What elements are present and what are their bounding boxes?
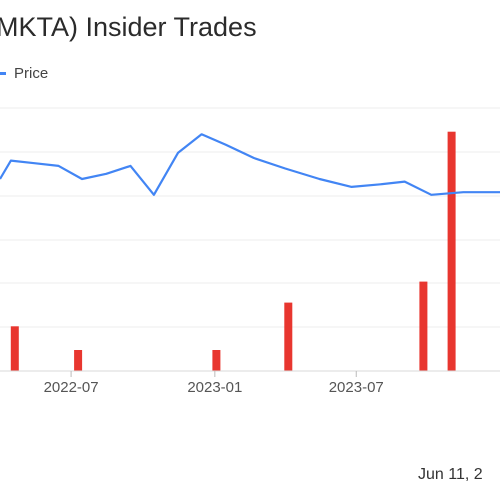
x-tick-label-0: 2022-07	[44, 379, 99, 396]
legend: Price	[0, 63, 48, 83]
trade-bar-2	[212, 350, 221, 371]
trade-bar-3	[284, 302, 293, 371]
price-line	[0, 133, 500, 196]
trade-bar-5	[447, 131, 456, 371]
trade-bars	[10, 131, 456, 371]
trade-bar-4	[419, 281, 428, 371]
price-legend-swatch	[0, 71, 6, 75]
chart-title: MKTA) Insider Trades	[0, 12, 257, 42]
trade-bar-1	[74, 350, 83, 371]
x-tick-label-2: 2023-07	[329, 379, 384, 396]
footer-date: Jun 11, 2	[418, 466, 483, 483]
x-axis-ticks: 2022-07 2023-01 2023-07	[44, 371, 384, 396]
x-tick-label-1: 2023-01	[187, 379, 242, 396]
price-legend-label: Price	[14, 64, 49, 82]
trade-bar-0	[10, 326, 19, 371]
gridlines	[0, 107, 500, 328]
